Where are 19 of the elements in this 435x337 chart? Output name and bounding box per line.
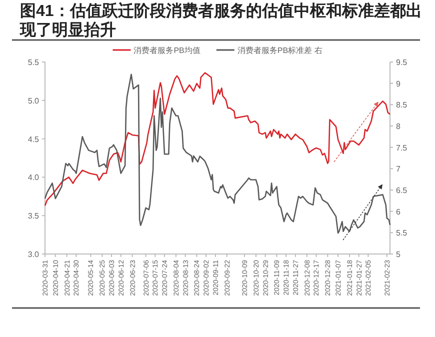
- y-tick-label: 5.0: [28, 96, 40, 106]
- y-tick-label: 5.5: [28, 58, 40, 67]
- y2-tick-label: 7: [396, 164, 401, 174]
- y-tick-label: 4.0: [28, 173, 40, 182]
- y-tick-label: 3.5: [28, 212, 40, 221]
- y-tick-label: 4.5: [28, 134, 40, 144]
- y-tick-label: 3.0: [28, 250, 40, 259]
- y2-tick-label: 5.5: [396, 228, 408, 238]
- y2-tick-label: 5: [396, 250, 401, 259]
- y2-tick-label: 6: [396, 207, 401, 216]
- y2-tick-label: 8.5: [396, 100, 408, 110]
- title: 图41：估值跃迁阶段消费者服务的估值中枢和标准差都出现了明显抬升: [20, 3, 422, 39]
- y2-tick-label: 9.5: [396, 58, 408, 67]
- y2-tick-label: 9: [396, 79, 401, 88]
- y2-tick-label: 7.5: [396, 143, 408, 152]
- y2-tick-label: 8: [396, 122, 401, 131]
- legend-label: 消费者服务PB标准差 右: [237, 46, 322, 55]
- y2-tick-label: 6.5: [396, 186, 408, 195]
- legend-label: 消费者服务PB均值: [134, 46, 200, 55]
